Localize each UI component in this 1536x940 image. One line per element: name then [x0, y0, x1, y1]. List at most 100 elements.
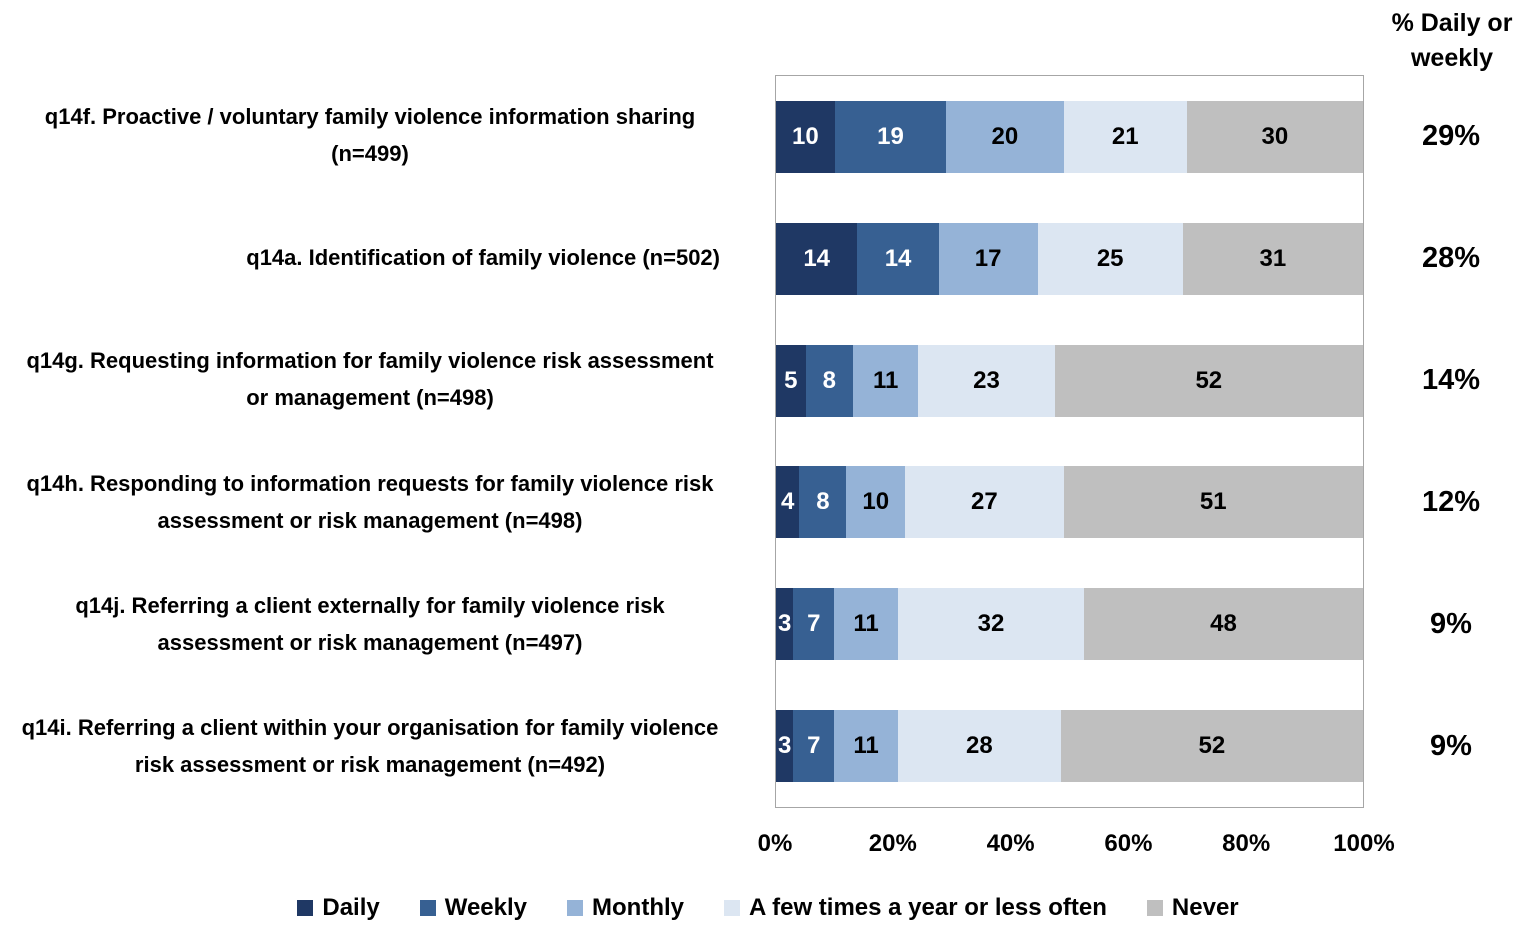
bar-segment-monthly: 11	[834, 710, 899, 783]
segment-value-label: 28	[966, 732, 993, 760]
right-column-title: % Daily or weekly	[1391, 9, 1513, 72]
legend-item-a-few-times-a-year-or-less-often: A few times a year or less often	[724, 894, 1107, 922]
segment-value-label: 14	[884, 244, 912, 272]
stacked-bar: 5 8 11 23 52	[776, 344, 1363, 417]
segment-value-label: 25	[1096, 244, 1124, 272]
segment-value-label: 11	[872, 366, 899, 394]
category-label: q14i. Referring a client within your org…	[21, 714, 719, 777]
x-axis-tick: 80%	[1222, 830, 1271, 857]
legend-label: A few times a year or less often	[749, 894, 1107, 921]
percent-row: 9%	[1366, 564, 1536, 686]
bar-segment-weekly: 19	[834, 100, 947, 173]
bar-segment-never: 31	[1182, 222, 1363, 295]
daily-weekly-percent-value: 28%	[1421, 241, 1481, 274]
category-label: q14h. Responding to information requests…	[26, 470, 714, 533]
segment-value-label: 27	[971, 488, 998, 516]
bar-segment-monthly: 10	[846, 466, 906, 539]
chart-row: 5 8 11 23 52	[776, 320, 1363, 442]
segment-value-label: 8	[822, 366, 837, 394]
legend-item-monthly: Monthly	[567, 894, 684, 922]
segment-value-label: 19	[877, 122, 904, 150]
stacked-bar: 4 8 10 27 51	[776, 466, 1363, 539]
bar-segment-weekly: 8	[799, 466, 847, 539]
segment-value-label: 8	[816, 488, 830, 516]
chart-row: 10 19 20 21 30	[776, 76, 1363, 198]
x-axis-tick: 0%	[757, 830, 793, 857]
bar-segment-monthly: 11	[853, 344, 919, 417]
segment-value-label: 5	[784, 366, 798, 394]
percent-row: 29%	[1366, 75, 1536, 197]
segment-value-label: 11	[853, 732, 879, 760]
segment-value-label: 14	[803, 244, 831, 272]
bar-segment-a-few-times-a-year-or-less-often: 25	[1037, 222, 1183, 295]
bar-segment-a-few-times-a-year-or-less-often: 32	[898, 588, 1084, 661]
category-row: q14i. Referring a client within your org…	[0, 686, 748, 808]
x-axis-tick: 60%	[1104, 830, 1153, 857]
legend-item-weekly: Weekly	[419, 894, 528, 922]
bar-segment-weekly: 14	[857, 222, 939, 295]
category-row: q14g. Requesting information for family …	[0, 319, 748, 441]
segment-value-label: 20	[991, 122, 1019, 150]
segment-value-label: 10	[862, 488, 890, 516]
category-label: q14f. Proactive / voluntary family viole…	[44, 104, 696, 167]
x-axis-tick: 20%	[868, 830, 917, 857]
segment-value-label: 17	[974, 244, 1002, 272]
chart-row: 14 14 17 25 31	[776, 198, 1363, 320]
percent-row: 12%	[1366, 442, 1536, 564]
legend-marker-a-few-times-a-year-or-less-often	[724, 900, 740, 916]
segment-value-label: 30	[1261, 122, 1289, 150]
segment-value-label: 3	[778, 610, 792, 638]
daily-weekly-percent-value: 9%	[1430, 608, 1472, 641]
bar-segment-daily: 10	[776, 100, 835, 173]
legend-label: Monthly	[592, 894, 684, 921]
legend-label: Daily	[322, 894, 380, 921]
bar-segment-daily: 5	[776, 344, 806, 417]
legend-label: Weekly	[444, 894, 528, 921]
legend-marker-never	[1146, 900, 1163, 916]
daily-weekly-percent-value: 29%	[1421, 119, 1481, 152]
legend: Daily Weekly Monthly A few times a year or …	[0, 894, 1536, 922]
bar-segment-a-few-times-a-year-or-less-often: 23	[918, 344, 1055, 417]
bar-segment-never: 51	[1063, 466, 1363, 539]
legend-item-never: Never	[1146, 894, 1239, 922]
daily-weekly-percent-value: 9%	[1430, 730, 1472, 763]
category-row: q14a. Identification of family violence …	[0, 197, 748, 319]
bar-segment-daily: 3	[776, 588, 794, 661]
x-axis-tick: 100%	[1333, 830, 1395, 857]
percent-row: 28%	[1366, 197, 1536, 319]
legend-item-daily: Daily	[297, 894, 380, 922]
bar-segment-monthly: 11	[834, 588, 899, 661]
bar-segment-a-few-times-a-year-or-less-often: 21	[1063, 100, 1187, 173]
stacked-bar: 3 7 11 28 52	[776, 710, 1363, 783]
x-axis: 0% 20% 40% 60% 80% 100%	[758, 830, 1395, 866]
legend-label: Never	[1171, 894, 1239, 921]
segment-value-label: 51	[1199, 488, 1227, 516]
segment-value-label: 7	[807, 610, 821, 638]
category-row: q14j. Referring a client externally for …	[0, 564, 748, 686]
segment-value-label: 31	[1259, 244, 1287, 272]
stacked-bar: 10 19 20 21 30	[776, 100, 1363, 173]
stacked-bar: 3 7 11 32 48	[776, 588, 1363, 661]
legend-marker-weekly	[419, 900, 436, 916]
legend-marker-daily	[297, 900, 314, 916]
segment-value-label: 32	[977, 610, 1005, 638]
chart-row: 3 7 11 32 48	[776, 563, 1363, 685]
bar-segment-never: 52	[1060, 710, 1363, 783]
percent-row: 14%	[1366, 319, 1536, 441]
segment-value-label: 7	[807, 732, 821, 760]
stacked-bar: 14 14 17 25 31	[776, 222, 1363, 295]
bar-segment-never: 52	[1054, 344, 1363, 417]
chart-row: 3 7 11 28 52	[776, 685, 1363, 807]
chart-row: 4 8 10 27 51	[776, 441, 1363, 563]
segment-value-label: 48	[1210, 610, 1237, 638]
segment-value-label: 10	[791, 122, 819, 150]
bar-segment-monthly: 17	[938, 222, 1038, 295]
bar-segment-monthly: 20	[946, 100, 1064, 173]
segment-value-label: 52	[1198, 732, 1226, 760]
segment-value-label: 52	[1195, 366, 1223, 394]
segment-value-label: 23	[973, 366, 1000, 394]
plot-area: 10 19 20 21 30 14 14 17 25 31 5 8 11 23 52 4 8 10 27 51 3 7 11…	[775, 75, 1364, 808]
bar-segment-a-few-times-a-year-or-less-often: 27	[905, 466, 1064, 539]
daily-weekly-percent-value: 12%	[1421, 486, 1481, 519]
